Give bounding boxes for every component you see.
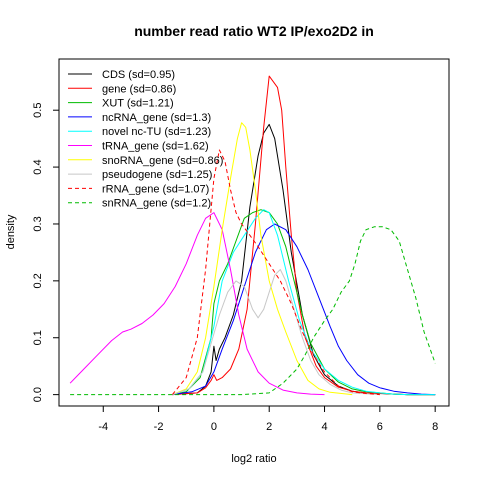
x-tick-label: 6 <box>377 421 383 433</box>
legend: CDS (sd=0.95) gene (sd=0.86) XUT (sd=1.21)… <box>68 69 223 210</box>
legend-label: XUT (sd=1.21) <box>102 98 174 110</box>
legend-label: CDS (sd=0.95) <box>102 69 175 81</box>
legend-label: gene (sd=0.86) <box>102 83 176 95</box>
x-tick-label: 8 <box>432 421 438 433</box>
legend-label: pseudogene (sd=1.25) <box>102 169 212 181</box>
legend-label: tRNA_gene (sd=1.62) <box>102 141 209 153</box>
x-tick-label: 0 <box>211 421 217 433</box>
x-tick-label: 4 <box>321 421 327 433</box>
series-line-8 <box>172 149 380 396</box>
series-line-7 <box>172 269 380 396</box>
x-axis-label: log2 ratio <box>231 453 276 465</box>
x-tick-label: -4 <box>98 421 108 433</box>
y-tick-label: 0.5 <box>32 103 44 118</box>
y-axis-label: density <box>5 214 17 249</box>
series-line-9 <box>70 226 436 396</box>
legend-label: snoRNA_gene (sd=0.86) <box>102 155 223 167</box>
series-line-6 <box>172 122 353 396</box>
series-line-3 <box>172 223 436 396</box>
chart-title: number read ratio WT2 IP/exo2D2 in <box>134 23 374 39</box>
y-tick-label: 0.3 <box>32 216 44 231</box>
x-axis: -4 -2 0 2 4 6 8 <box>98 405 438 433</box>
series-line-5 <box>69 212 325 396</box>
legend-label: ncRNA_gene (sd=1.3) <box>102 112 211 124</box>
x-tick-label: -2 <box>154 421 164 433</box>
legend-label: snRNA_gene (sd=1.2) <box>102 198 211 210</box>
y-axis: 0.0 0.1 0.2 0.3 0.4 0.5 <box>32 103 60 402</box>
legend-label: novel nc-TU (sd=1.23) <box>102 126 211 138</box>
legend-label: rRNA_gene (sd=1.07) <box>102 183 209 195</box>
y-tick-label: 0.1 <box>32 330 44 345</box>
series-group <box>69 75 436 396</box>
y-tick-label: 0.2 <box>32 273 44 288</box>
y-tick-label: 0.4 <box>32 159 44 174</box>
x-tick-label: 2 <box>266 421 272 433</box>
y-tick-label: 0.0 <box>32 387 44 402</box>
series-line-4 <box>172 209 436 396</box>
series-line-2 <box>172 209 436 396</box>
